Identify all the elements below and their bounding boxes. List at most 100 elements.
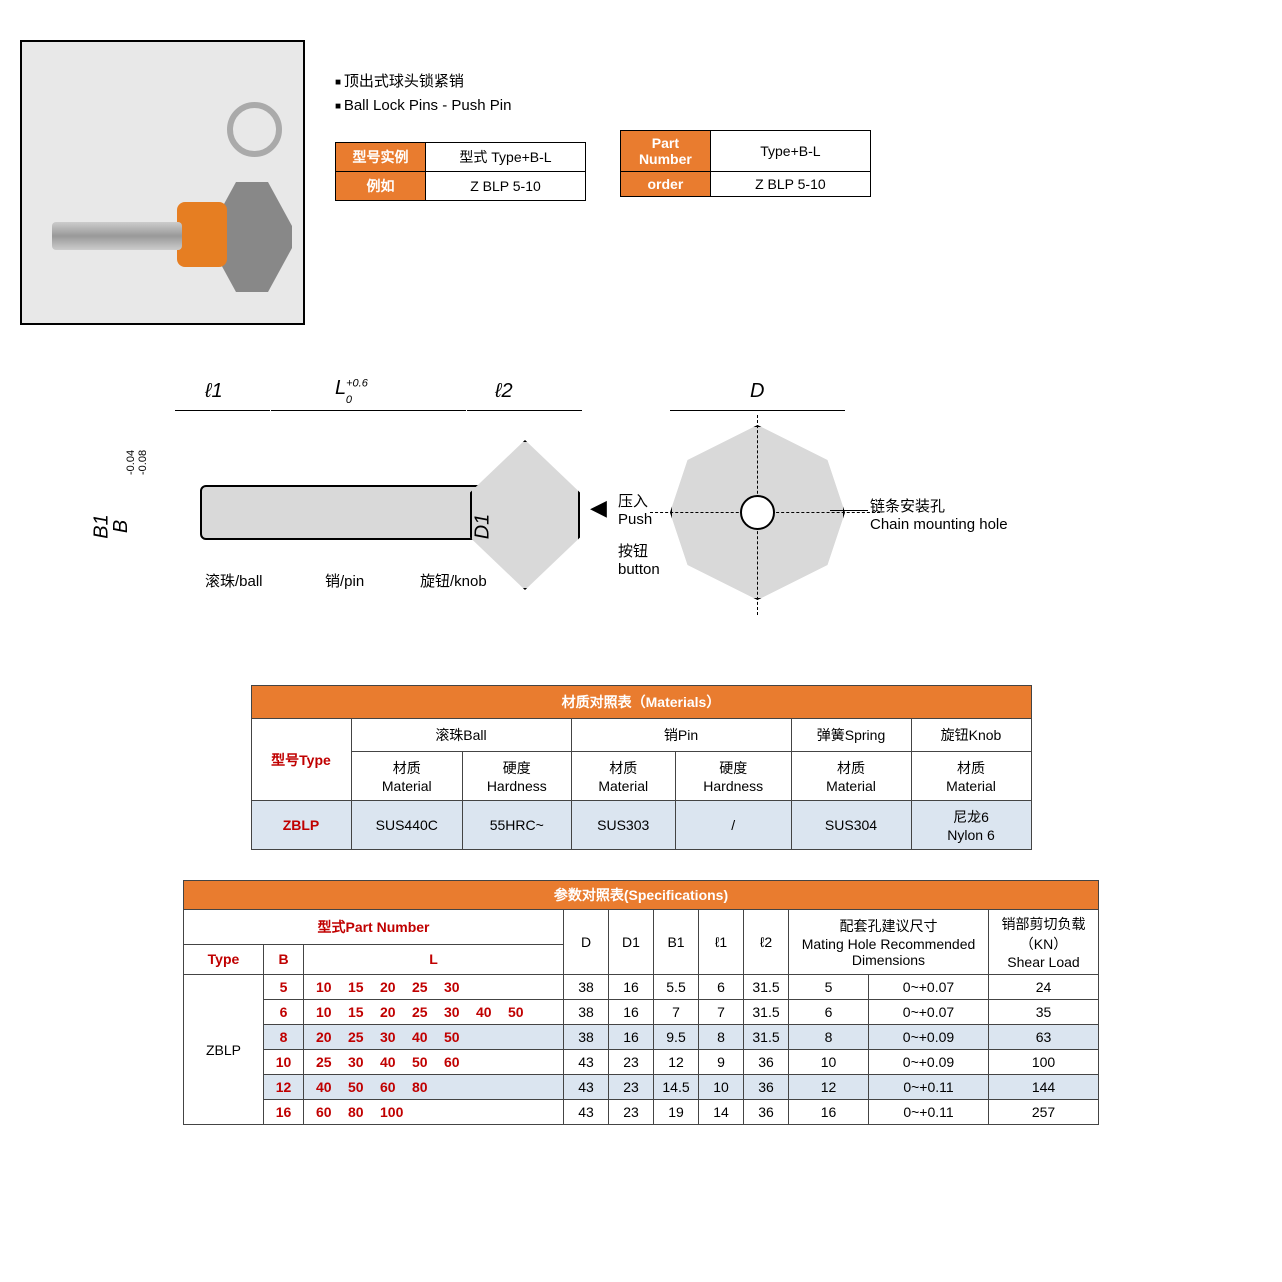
sub-header: 材质 Material [571,752,675,801]
cell: 7 [654,1000,699,1025]
cell: 5 [789,975,869,1000]
col-mating: 配套孔建议尺寸 Mating Hole Recommended Dimensio… [789,910,989,975]
col-B: B [264,944,304,974]
materials-title: 材质对照表（Materials） [251,686,1031,719]
title-en: Ball Lock Pins - Push Pin [335,97,901,114]
product-photo [20,40,305,325]
dim-D: D [750,380,764,403]
cell: 31.5 [744,1025,789,1050]
table-row: 1660801004323191436160~+0.11257 [184,1100,1099,1125]
cell: 6 [789,1000,869,1025]
col-l1: ℓ1 [699,910,744,975]
cell: / [675,801,791,850]
cell: 16 [609,1000,654,1025]
cell: 9 [699,1050,744,1075]
cell: 0~+0.11 [869,1100,989,1125]
label: Part Number [620,131,710,172]
cell: 23 [609,1100,654,1125]
col-l2: ℓ2 [744,910,789,975]
dim-B-val: B [110,520,132,533]
col-D: D [564,910,609,975]
cell: 16 [609,975,654,1000]
cell: 257 [989,1100,1099,1125]
materials-table: 材质对照表（Materials） 型号Type 滚珠Ball 销Pin 弹簧Sp… [251,685,1032,850]
value: Z BLP 5-10 [710,172,870,197]
button-label: 按钮 button [618,540,660,578]
cell: 36 [744,1050,789,1075]
label: 型号实例 [336,143,426,172]
cell-L: 10152025304050 [304,1000,564,1025]
label: 例如 [336,172,426,201]
cell-B: 10 [264,1050,304,1075]
cell: 6 [699,975,744,1000]
chain-label: 链条安装孔 Chain mounting hole [870,495,1008,533]
cell: 24 [989,975,1099,1000]
tol: +0.6 [346,377,368,389]
knob-label: 旋钮/knob [420,570,487,591]
value: Type+B-L [710,131,870,172]
specs-title: 参数对照表(Specifications) [184,881,1099,910]
cell: 0~+0.11 [869,1075,989,1100]
ball-header: 滚珠Ball [351,719,571,752]
cell: 144 [989,1075,1099,1100]
cell-L: 40506080 [304,1075,564,1100]
cell: 12 [789,1075,869,1100]
cell: 8 [699,1025,744,1050]
dim-D1: D1 [471,514,494,540]
cell: 0~+0.07 [869,1000,989,1025]
cell-B: 6 [264,1000,304,1025]
sub-header: 材质 Material [351,752,463,801]
col-B1: B1 [654,910,699,975]
cell-B: 16 [264,1100,304,1125]
cell: 14.5 [654,1075,699,1100]
specs-table: 参数对照表(Specifications) 型式Part Number D D1… [183,880,1099,1125]
cell-B: 5 [264,975,304,1000]
table-row: 61015202530405038167731.560~+0.0735 [184,1000,1099,1025]
cell: 23 [609,1050,654,1075]
cell: 10 [789,1050,869,1075]
col-shear: 销部剪切负载 （KN） Shear Load [989,910,1099,975]
cell: 38 [564,1000,609,1025]
cell: 31.5 [744,1000,789,1025]
push-label: 压入 Push [618,490,652,528]
ball-label: 滚珠/ball [205,570,263,591]
cell-L: 1015202530 [304,975,564,1000]
order-table-en: Part Number Type+B-L order Z BLP 5-10 [620,130,871,197]
type-value: ZBLP [251,801,351,850]
table-row: 8202530405038169.5831.580~+0.0963 [184,1025,1099,1050]
cell: 14 [699,1100,744,1125]
cell: 0~+0.09 [869,1025,989,1050]
cell: 10 [699,1075,744,1100]
cell: 38 [564,975,609,1000]
cell: 43 [564,1050,609,1075]
cell-B: 12 [264,1075,304,1100]
col-L: L [304,944,564,974]
cell: 55HRC~ [463,801,571,850]
tol: -0.04-0.08 [125,425,149,475]
cell: 31.5 [744,975,789,1000]
col-type: Type [184,944,264,974]
push-arrow-icon: ◀ [590,495,607,521]
cell: 尼龙6 Nylon 6 [911,801,1031,850]
cell: SUS303 [571,801,675,850]
cell: 43 [564,1100,609,1125]
cell: 5.5 [654,975,699,1000]
order-table-cn: 型号实例 型式 Type+B-L 例如 Z BLP 5-10 [335,142,586,201]
cell-B: 8 [264,1025,304,1050]
dim-l2: ℓ2 [495,380,513,403]
cell: 36 [744,1100,789,1125]
cell: 12 [654,1050,699,1075]
pin-header: 销Pin [571,719,791,752]
type-value: ZBLP [184,975,264,1125]
type-header: 型号Type [251,719,351,801]
cell: 16 [609,1025,654,1050]
cell-L: 6080100 [304,1100,564,1125]
title-cn: 顶出式球头锁紧销 [335,70,901,91]
top-section: 顶出式球头锁紧销 Ball Lock Pins - Push Pin 型号实例 … [20,40,1262,325]
cell-L: 2530405060 [304,1050,564,1075]
dim-l1: ℓ1 [205,380,223,403]
cell: 7 [699,1000,744,1025]
table-row: 102530405060432312936100~+0.09100 [184,1050,1099,1075]
dim-B: B [110,520,133,533]
cell: 63 [989,1025,1099,1050]
